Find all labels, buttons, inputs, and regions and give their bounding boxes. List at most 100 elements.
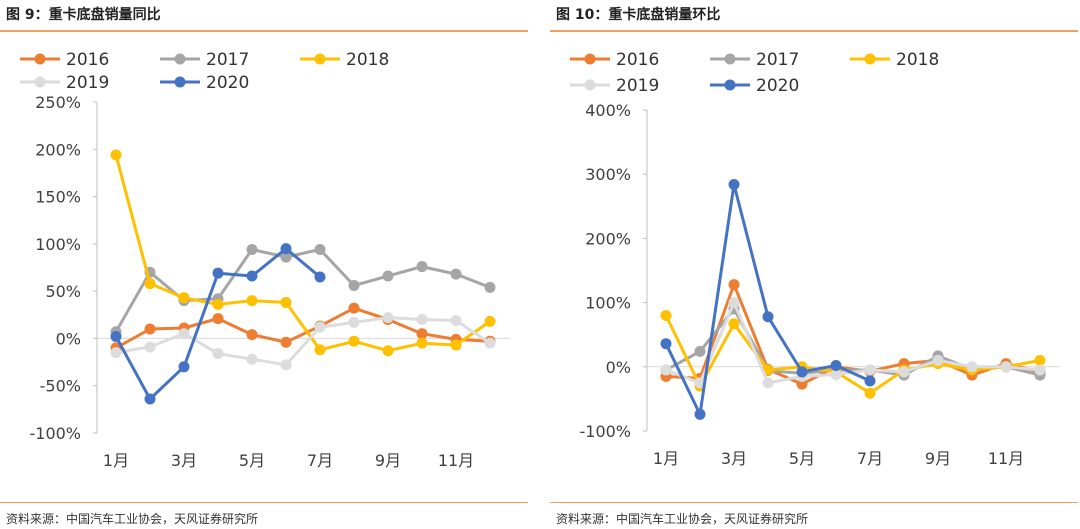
source-divider — [0, 502, 528, 503]
y-tick-label: 400% — [585, 101, 631, 120]
data-point — [144, 341, 156, 353]
data-point — [178, 361, 190, 373]
data-point — [864, 364, 876, 376]
data-point — [212, 298, 224, 310]
data-point — [484, 337, 496, 349]
y-tick-label: 200% — [585, 229, 631, 248]
data-point — [212, 348, 224, 360]
data-point — [246, 329, 258, 341]
legend-swatch-marker — [174, 76, 186, 88]
y-tick-label: 300% — [585, 165, 631, 184]
data-point — [314, 321, 326, 333]
y-tick-label: -100% — [29, 424, 81, 443]
data-point — [728, 297, 740, 309]
data-point — [830, 360, 842, 372]
x-tick-label: 11月 — [988, 449, 1024, 468]
legend-swatch-marker — [724, 53, 736, 65]
data-point — [898, 366, 910, 378]
data-point — [246, 295, 258, 307]
legend-item-2018: 2018 — [850, 50, 939, 70]
legend-item-2016: 2016 — [570, 50, 659, 70]
data-point — [728, 318, 740, 330]
x-tick-label: 11月 — [438, 451, 474, 470]
legend-item-2017: 2017 — [160, 50, 249, 70]
data-point — [246, 270, 258, 282]
series-line — [115, 316, 491, 367]
data-point — [382, 345, 394, 357]
x-tick-label: 1月 — [653, 449, 679, 468]
data-point — [864, 375, 876, 387]
series-2018 — [660, 309, 1046, 399]
legend-label: 2019 — [66, 73, 109, 93]
series-line — [664, 314, 1041, 395]
chart-title: 图 9：重卡底盘销量同比 — [6, 7, 161, 23]
data-point — [450, 314, 462, 326]
legend-item-2020: 2020 — [160, 73, 249, 93]
y-tick-label: 0% — [606, 358, 631, 377]
y-tick-label: -50% — [40, 377, 81, 396]
data-point — [796, 366, 808, 378]
line-chart-mom: -100% 0% 100% 200% 300% 400% 1月 3月 5月 7月 9月 11月 2016… — [570, 50, 1060, 468]
x-tick-label: 1月 — [103, 451, 129, 470]
x-tick-label: 7月 — [857, 449, 883, 468]
x-tick-label: 9月 — [375, 451, 401, 470]
legend-label: 2016 — [66, 50, 109, 70]
data-point — [348, 335, 360, 347]
data-point — [660, 364, 672, 376]
y-tick-label: -100% — [579, 422, 631, 441]
legend-item-2016: 2016 — [20, 50, 109, 70]
legend-label: 2020 — [756, 76, 799, 96]
legend-item-2018: 2018 — [300, 50, 389, 70]
data-point — [484, 315, 496, 327]
series-2020 — [660, 178, 876, 420]
data-point — [280, 359, 292, 371]
data-point — [966, 361, 978, 373]
data-point — [728, 178, 740, 190]
x-tick-label: 7月 — [307, 451, 333, 470]
chart-panel-yoy: 图 9：重卡底盘销量同比 -100% -50% 0% 50% 100% 150% 200% 2… — [0, 0, 530, 529]
y-tick-label: 0% — [56, 329, 81, 348]
data-point — [314, 244, 326, 256]
x-tick-label: 5月 — [789, 449, 815, 468]
y-tick-label: 100% — [35, 235, 81, 254]
data-point — [1034, 364, 1046, 376]
data-point — [246, 244, 258, 256]
legend-swatch-marker — [34, 53, 46, 65]
legend-item-2020: 2020 — [710, 76, 799, 96]
y-tick-label: 50% — [45, 282, 81, 301]
legend-swatch-marker — [864, 53, 876, 65]
data-point — [178, 292, 190, 304]
series-2020 — [110, 243, 326, 405]
data-point — [450, 268, 462, 280]
data-point — [212, 313, 224, 325]
data-point — [144, 393, 156, 405]
legend-label: 2017 — [206, 50, 249, 70]
data-point — [450, 339, 462, 351]
data-point — [416, 261, 428, 273]
data-point — [728, 279, 740, 291]
data-point — [144, 323, 156, 335]
data-point — [1000, 361, 1012, 373]
data-point — [484, 281, 496, 293]
data-point — [348, 316, 360, 328]
data-point — [280, 336, 292, 348]
data-point — [212, 267, 224, 279]
data-point — [110, 347, 122, 359]
data-point — [348, 279, 360, 291]
series-line — [115, 306, 491, 350]
data-point — [694, 345, 706, 357]
legend-swatch-marker — [584, 79, 596, 91]
legend-swatch-marker — [724, 79, 736, 91]
series-2018 — [110, 149, 496, 357]
legend-swatch-marker — [314, 53, 326, 65]
data-point — [382, 312, 394, 324]
data-point — [694, 408, 706, 420]
data-point — [382, 270, 394, 282]
series-2019 — [110, 312, 496, 371]
data-point — [416, 314, 428, 326]
data-point — [110, 149, 122, 161]
legend-label: 2020 — [206, 73, 249, 93]
data-point — [796, 378, 808, 390]
y-tick-label: 200% — [35, 140, 81, 159]
y-tick-label: 250% — [35, 93, 81, 112]
